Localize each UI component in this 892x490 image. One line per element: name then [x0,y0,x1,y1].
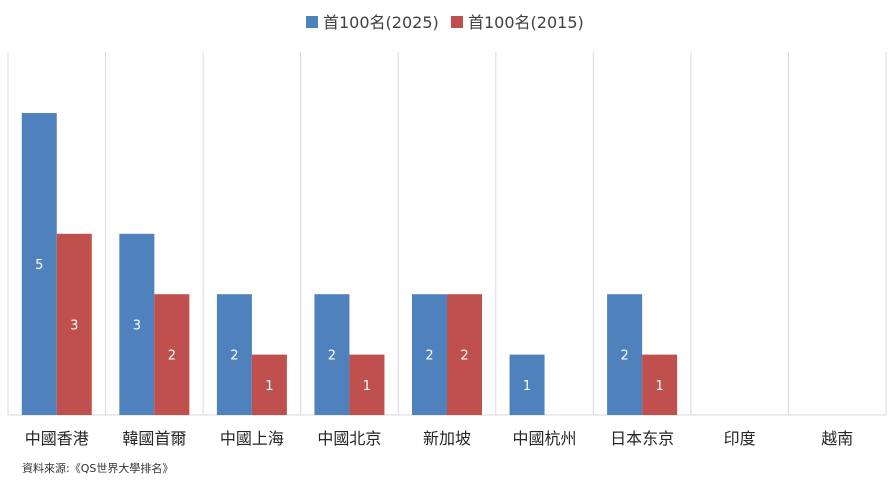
legend-label-1: 首100名(2025) [323,13,439,32]
bar-2-4 [447,294,482,415]
data-label-2-3: 1 [363,379,371,394]
category-label-4: 新加坡 [423,429,471,448]
bar-2-0 [56,233,92,415]
bar-2-1 [154,294,190,415]
bar-2-3 [349,354,385,415]
category-labels: 中國香港 韓國首爾 中國上海 中國北京 新加坡 中國杭州 日本东京 印度 越南 [25,429,853,448]
bars: 5 3 3 2 2 1 2 1 2 2 1 2 1 [21,113,678,415]
data-label-2-1: 2 [168,349,176,364]
legend-swatch-2 [451,16,463,28]
data-label-1-5: 1 [523,379,531,394]
data-label-2-2: 1 [265,379,273,394]
bar-2-6 [642,354,678,415]
bar-1-0 [21,113,57,415]
data-label-2-0: 3 [70,318,78,333]
data-label-2-4: 2 [460,349,468,364]
bar-1-6 [607,294,643,415]
category-label-1: 韓國首爾 [122,429,186,448]
legend-swatch-1 [306,16,318,28]
bar-1-2 [216,294,252,415]
data-label-1-3: 2 [328,349,336,364]
bar-1-5 [509,354,545,415]
category-label-8: 越南 [821,429,853,448]
bar-2-2 [251,354,287,415]
data-label-1-1: 3 [133,318,141,333]
category-label-5: 中國杭州 [513,429,577,448]
category-label-3: 中國北京 [317,429,381,448]
category-label-7: 印度 [724,429,756,448]
category-label-2: 中國上海 [220,429,284,448]
source-note: 資料來源:《QS世界大學排名》 [22,461,173,475]
data-label-1-2: 2 [230,349,238,364]
data-label-1-0: 5 [35,258,43,273]
data-label-1-6: 2 [620,349,628,364]
data-label-2-6: 1 [655,379,663,394]
bar-1-1 [119,233,155,415]
legend: 首100名(2025) 首100名(2015) [306,13,584,32]
category-label-6: 日本东京 [610,429,674,448]
bar-1-3 [314,294,350,415]
legend-label-2: 首100名(2015) [468,13,584,32]
data-label-1-4: 2 [425,349,433,364]
category-label-0: 中國香港 [25,429,89,448]
bar-1-4 [412,294,447,415]
